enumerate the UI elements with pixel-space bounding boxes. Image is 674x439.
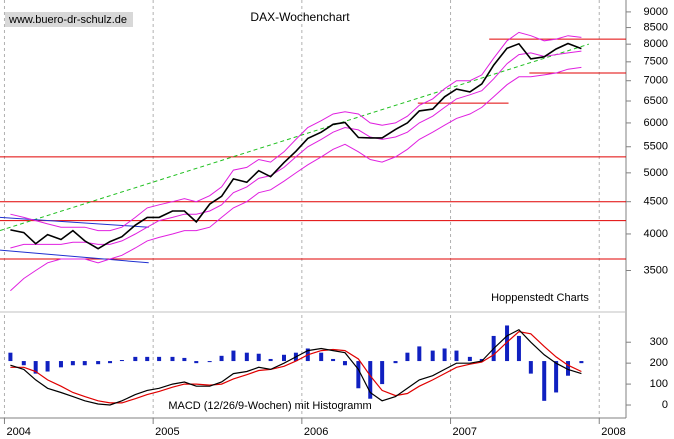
series-line xyxy=(10,42,582,250)
histogram-bar xyxy=(21,361,26,366)
source-label: Hoppenstedt Charts xyxy=(491,292,589,304)
histogram-bar xyxy=(528,361,533,374)
histogram-bar xyxy=(119,360,124,362)
x-tick-label: 2007 xyxy=(453,426,477,438)
histogram-bar xyxy=(566,361,571,376)
y-tick-label: 200 xyxy=(650,357,668,369)
histogram-bar xyxy=(454,350,459,362)
y-tick-label: 8500 xyxy=(644,21,668,33)
histogram-bar xyxy=(442,348,447,362)
histogram-bar xyxy=(231,350,236,362)
histogram-bar xyxy=(96,361,101,365)
y-tick-label: 6000 xyxy=(644,117,668,129)
histogram-bar xyxy=(356,361,361,389)
y-tick-label: 7500 xyxy=(644,56,668,68)
histogram-bar xyxy=(82,361,87,366)
histogram-bar xyxy=(319,352,324,362)
series-line xyxy=(10,328,582,406)
y-tick-label: 5000 xyxy=(644,167,668,179)
x-tick-label: 2005 xyxy=(155,426,179,438)
histogram-bar xyxy=(380,361,385,385)
histogram-bar xyxy=(479,358,484,362)
histogram-bar xyxy=(170,356,175,362)
series-line xyxy=(10,331,582,404)
y-tick-label: 5500 xyxy=(644,141,668,153)
histogram-bar xyxy=(393,361,398,364)
x-tick-label: 2006 xyxy=(304,426,328,438)
histogram-bar xyxy=(8,352,13,362)
histogram-bar xyxy=(505,325,510,362)
histogram-bar xyxy=(542,361,547,401)
histogram-bar xyxy=(405,352,410,362)
histogram-bar xyxy=(554,361,559,393)
histogram-bar xyxy=(579,361,584,364)
y-tick-label: 0 xyxy=(662,399,668,411)
histogram-bar xyxy=(467,356,472,362)
x-tick-label: 2004 xyxy=(6,426,30,438)
y-tick-label: 6500 xyxy=(644,95,668,107)
chart-title: DAX-Wochenchart xyxy=(250,10,350,24)
panel-label: MACD (12/26/9-Wochen) mit Histogramm xyxy=(168,400,371,412)
trend-line xyxy=(0,249,149,264)
histogram-bar xyxy=(145,356,150,362)
histogram-bar xyxy=(157,356,162,362)
y-tick-label: 8000 xyxy=(644,38,668,50)
x-tick-label: 2008 xyxy=(601,426,625,438)
histogram-bar xyxy=(430,350,435,362)
histogram-bar xyxy=(244,352,249,362)
histogram-bar xyxy=(45,361,50,372)
histogram-bar xyxy=(282,354,287,362)
histogram-bar xyxy=(417,346,422,362)
y-tick-label: 4000 xyxy=(644,228,668,240)
y-tick-label: 300 xyxy=(650,336,668,348)
histogram-bar xyxy=(70,361,75,366)
histogram-bar xyxy=(219,355,224,362)
histogram-bar xyxy=(268,358,273,362)
histogram-bar xyxy=(368,361,373,399)
histogram-bar xyxy=(194,361,199,364)
histogram-bar xyxy=(342,361,347,366)
y-tick-label: 3500 xyxy=(644,264,668,276)
histogram-bar xyxy=(33,361,38,374)
histogram-bar xyxy=(133,356,138,362)
histogram-bar xyxy=(256,353,261,362)
trend-line xyxy=(0,43,589,232)
histogram-bar xyxy=(108,361,113,364)
y-tick-label: 100 xyxy=(650,378,668,390)
histogram-bar xyxy=(207,361,212,363)
watermark: www.buero-dr-schulz.de xyxy=(8,14,127,26)
series-line xyxy=(10,66,582,292)
histogram-bar xyxy=(331,358,336,362)
series-line xyxy=(10,31,582,232)
watermark-box xyxy=(5,12,133,27)
y-tick-label: 4500 xyxy=(644,196,668,208)
histogram-bar xyxy=(516,335,521,362)
y-tick-label: 9000 xyxy=(644,6,668,18)
histogram-bar xyxy=(58,361,63,368)
histogram-bar xyxy=(182,357,187,362)
y-tick-label: 7000 xyxy=(644,75,668,87)
